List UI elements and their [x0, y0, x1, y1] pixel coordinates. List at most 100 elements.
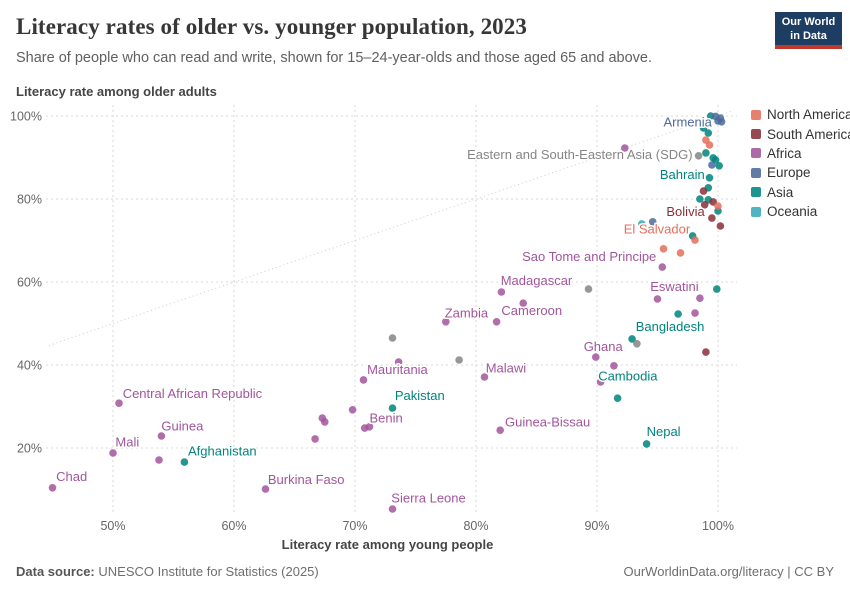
data-point[interactable]	[696, 195, 704, 203]
country-label[interactable]: Cambodia	[597, 367, 660, 385]
country-label[interactable]: Cameroon	[500, 302, 564, 320]
country-label[interactable]: Eastern and South-Eastern Asia (SDG)	[466, 146, 694, 164]
data-point[interactable]	[696, 294, 704, 303]
country-label[interactable]: Ghana	[582, 338, 625, 356]
data-point[interactable]	[702, 149, 710, 157]
data-point[interactable]	[311, 435, 319, 443]
data-point[interactable]	[704, 129, 713, 137]
data-point[interactable]	[717, 118, 726, 126]
legend-item-europe[interactable]: Europe	[751, 163, 850, 182]
legend-item-south-america[interactable]: South America	[751, 124, 850, 143]
data-point[interactable]	[648, 218, 657, 226]
cc-by-link[interactable]: OurWorldinData.org/literacy | CC BY	[623, 564, 834, 579]
x-axis-tick-label: 70%	[342, 519, 367, 533]
data-point-eastern-and-south-eastern-asia-sdg-[interactable]	[694, 152, 703, 160]
data-point-eswatini[interactable]	[653, 295, 662, 303]
data-point[interactable]	[699, 187, 708, 195]
data-point-ghana[interactable]	[610, 362, 618, 370]
data-point[interactable]	[708, 161, 716, 169]
data-point[interactable]	[713, 285, 721, 293]
country-label[interactable]: Nepal	[645, 423, 682, 441]
data-point-burkina-faso[interactable]	[261, 485, 270, 493]
data-point[interactable]	[702, 348, 710, 356]
data-point[interactable]	[716, 222, 725, 230]
country-label[interactable]: Benin	[368, 409, 404, 427]
data-point-bangladesh[interactable]	[628, 335, 636, 343]
data-point[interactable]	[519, 299, 527, 308]
data-point[interactable]	[321, 418, 329, 426]
data-point-chad[interactable]	[48, 484, 57, 492]
data-point-guinea-bissau[interactable]	[496, 426, 505, 435]
country-label[interactable]: Guinea	[160, 417, 206, 435]
data-point[interactable]	[638, 220, 646, 228]
country-label[interactable]: Guinea-Bissau	[504, 413, 592, 431]
data-point[interactable]	[584, 285, 593, 293]
country-label[interactable]: Madagascar	[499, 271, 574, 289]
data-point[interactable]	[633, 340, 641, 348]
data-point-sao-tome-and-principe[interactable]	[658, 263, 667, 271]
data-point-sierra-leone[interactable]	[388, 505, 397, 513]
owid-logo[interactable]: Our World in Data	[775, 12, 842, 49]
data-point-mali[interactable]	[109, 449, 117, 457]
data-point[interactable]	[715, 162, 723, 170]
data-point[interactable]	[592, 353, 600, 361]
country-label[interactable]: Mali	[114, 433, 141, 451]
legend-swatch-icon	[751, 129, 761, 140]
country-label[interactable]: Burkina Faso	[266, 471, 346, 489]
data-point-cambodia[interactable]	[613, 394, 622, 403]
data-point-guinea[interactable]	[157, 432, 166, 440]
data-point-malawi[interactable]	[480, 373, 489, 381]
country-label[interactable]: Armenia	[662, 113, 714, 131]
country-label[interactable]: Sao Tome and Principe	[521, 248, 658, 266]
legend-item-africa[interactable]: Africa	[751, 144, 850, 163]
data-point-el-salvador[interactable]	[691, 236, 699, 244]
country-label[interactable]: Bangladesh	[634, 317, 706, 335]
data-point[interactable]	[596, 378, 605, 386]
data-point-nepal[interactable]	[642, 440, 651, 448]
country-label[interactable]: Chad	[55, 468, 89, 486]
country-label[interactable]: El Salvador	[622, 220, 692, 238]
data-point[interactable]	[455, 356, 463, 364]
legend-item-north-america[interactable]: North America	[751, 105, 850, 124]
legend-swatch-icon	[751, 109, 761, 120]
data-point[interactable]	[691, 309, 699, 317]
country-label[interactable]: Zambia	[443, 304, 490, 322]
data-point[interactable]	[348, 406, 357, 414]
data-point-madagascar[interactable]	[497, 288, 506, 296]
data-point-zambia[interactable]	[442, 318, 450, 326]
country-label[interactable]: Afghanistan	[187, 442, 259, 460]
data-point[interactable]	[674, 310, 682, 318]
data-point[interactable]	[365, 423, 374, 431]
legend-item-oceania[interactable]: Oceania	[751, 202, 850, 221]
data-point-mauritania[interactable]	[359, 376, 368, 384]
data-point[interactable]	[714, 202, 722, 210]
country-label[interactable]: Bahrain	[658, 165, 706, 183]
data-point[interactable]	[697, 171, 705, 179]
data-point[interactable]	[659, 245, 668, 253]
country-label[interactable]: Bolivia	[665, 202, 707, 220]
data-point[interactable]	[705, 141, 714, 149]
country-label[interactable]: Malawi	[484, 359, 528, 377]
data-point-central-african-republic[interactable]	[115, 399, 123, 408]
data-point[interactable]	[621, 144, 629, 152]
data-point[interactable]	[676, 249, 685, 257]
data-point-afghanistan[interactable]	[180, 458, 189, 466]
data-point[interactable]	[699, 124, 708, 132]
data-point-bolivia[interactable]	[708, 214, 716, 222]
country-label[interactable]: Eswatini	[649, 278, 701, 296]
data-point[interactable]	[155, 456, 163, 464]
country-label[interactable]: Mauritania	[366, 361, 430, 379]
x-axis-tick-label: 60%	[221, 519, 246, 533]
country-label[interactable]: Pakistan	[393, 387, 446, 405]
data-point-pakistan[interactable]	[388, 404, 397, 413]
data-point-cameroon[interactable]	[492, 318, 501, 326]
country-label[interactable]: Central African Republic	[121, 385, 264, 403]
data-point-bahrain[interactable]	[705, 174, 714, 182]
legend-item-asia[interactable]: Asia	[751, 183, 850, 202]
diagonal-reference-line	[48, 110, 734, 346]
country-label[interactable]: Sierra Leone	[390, 489, 467, 507]
data-point[interactable]	[388, 334, 397, 342]
data-point[interactable]	[700, 201, 709, 209]
y-axis-tick-label: 80%	[17, 193, 42, 207]
data-point[interactable]	[394, 358, 403, 366]
